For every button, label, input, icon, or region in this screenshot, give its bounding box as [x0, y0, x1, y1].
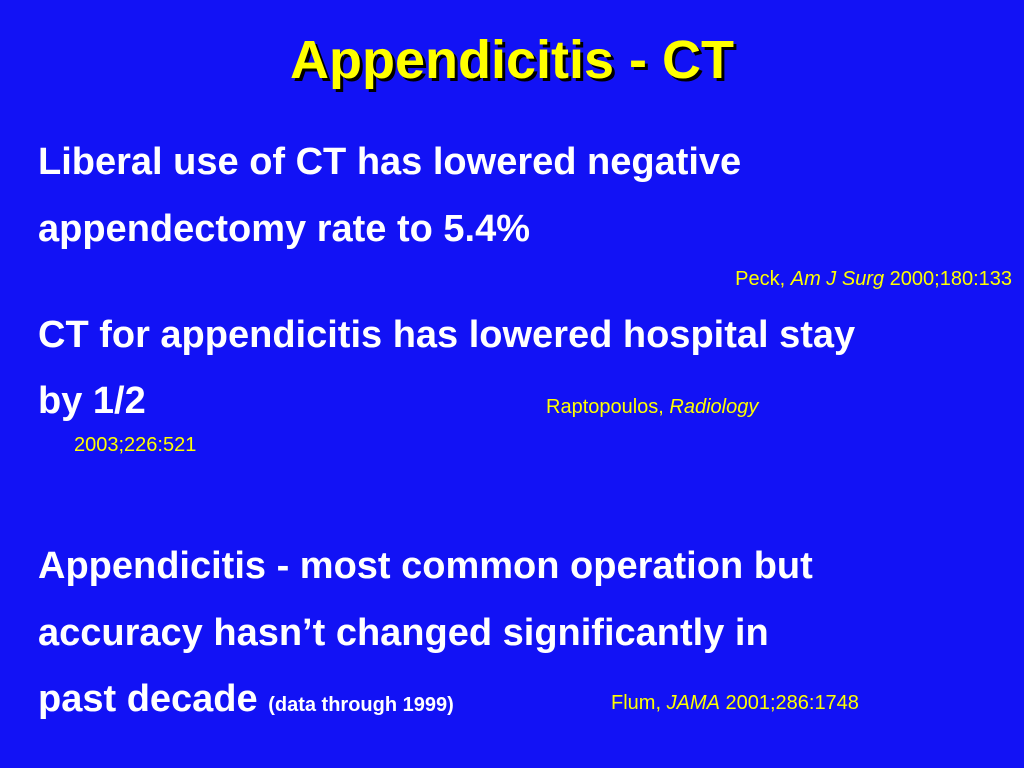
citation-raptopoulos: Raptopoulos, Radiology: [546, 395, 758, 419]
citation-raptopoulos-author: Raptopoulos,: [546, 396, 670, 418]
point1-line1: Liberal use of CT has lowered negative: [38, 141, 742, 183]
point2-line2: by 1/2: [38, 380, 146, 422]
point3-line2: accuracy hasn’t changed significantly in: [38, 612, 769, 654]
citation-raptopoulos-journal: Radiology: [669, 396, 759, 418]
citation-peck-author: Peck,: [735, 268, 791, 290]
citation-peck-ref: 2000;180:133: [884, 268, 1012, 290]
citation-peck-journal: Am J Surg: [790, 268, 885, 290]
slide-title: Appendicitis - CT: [290, 30, 734, 90]
point3-line3: past decade (data through 1999): [38, 677, 454, 727]
point3-note: (data through 1999): [268, 694, 454, 716]
citation-flum-journal: JAMA: [666, 692, 720, 714]
citation-peck: Peck, Am J Surg 2000;180:133: [735, 267, 1012, 291]
point2-line1: CT for appendicitis has lowered hospital…: [38, 314, 856, 356]
citation-flum-author: Flum,: [611, 692, 667, 714]
point3-line1: Appendicitis - most common operation but: [38, 545, 813, 587]
point1-line2: appendectomy rate to 5.4%: [38, 208, 531, 250]
citation-raptopoulos-ref: 2003;226:521: [74, 434, 197, 456]
citation-flum: Flum, JAMA 2001;286:1748: [611, 691, 859, 715]
point3-line3-text: past decade: [38, 678, 258, 720]
citation-flum-ref: 2001;286:1748: [719, 692, 859, 714]
